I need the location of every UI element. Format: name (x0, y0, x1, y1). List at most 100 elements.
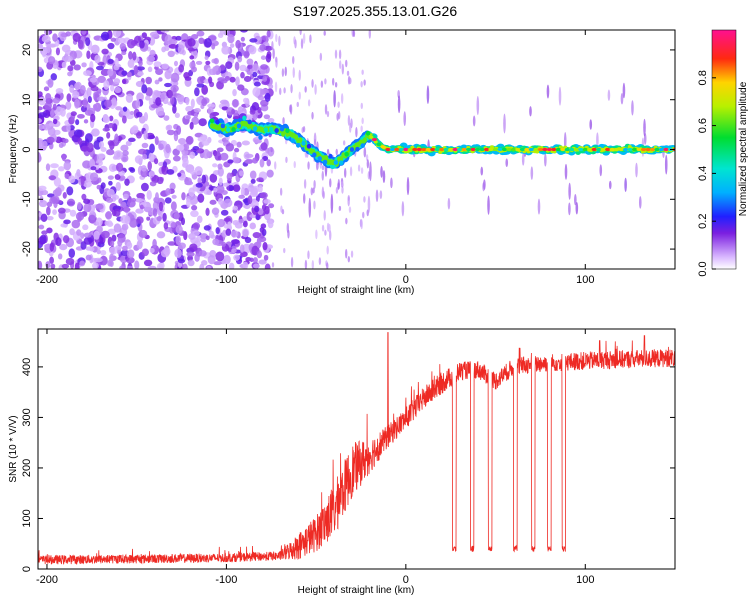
spectrogram-cell (115, 181, 121, 192)
spectrogram-cell (48, 175, 57, 181)
spectrogram-cell (189, 55, 195, 60)
spectrogram-cell (212, 66, 217, 76)
spectrogram-cell (130, 126, 139, 134)
spectrogram-cell (289, 104, 292, 113)
spectrogram-cell (46, 206, 51, 216)
snr-series-line (38, 332, 675, 565)
spectrogram-cell (170, 221, 177, 228)
spectrogram-cell (172, 155, 181, 162)
spectrogram-cell (256, 250, 263, 259)
spectrogram-cell (96, 249, 101, 255)
spectrogram-cell (126, 265, 134, 269)
spectrogram-cell (360, 167, 364, 174)
spectrogram-cell (243, 75, 252, 82)
spectrogram-y-tick-label: -10 (21, 191, 33, 207)
spectrogram-cell (185, 115, 191, 120)
spectrogram-cell (326, 262, 329, 269)
spectrogram-cell (379, 190, 383, 200)
spectrogram-cell (425, 147, 431, 152)
spectrogram-cell (475, 147, 481, 152)
spectrogram-cell (206, 190, 212, 196)
spectrogram-cell (152, 208, 158, 217)
spectrogram-cell (62, 235, 70, 244)
spectrogram-cell (41, 230, 48, 235)
spectrogram-cell (153, 158, 159, 165)
spectrogram-cell (260, 55, 267, 60)
spectrogram-cell (243, 97, 249, 104)
spectrogram-cell (38, 43, 44, 49)
spectrogram-cell (546, 84, 550, 99)
spectrogram-cell (219, 30, 225, 36)
spectrogram-cell (369, 161, 372, 182)
spectrogram-cell (46, 43, 51, 54)
spectrogram-cell (155, 68, 164, 75)
spectrogram-cell (319, 52, 323, 61)
spectrogram-cell (110, 240, 115, 247)
spectrogram-cell (231, 248, 237, 253)
spectrogram-cell (279, 187, 283, 196)
spectrogram-cell (95, 65, 104, 71)
spectrogram-cell (112, 30, 122, 38)
spectrogram-cell (142, 153, 148, 160)
spectrogram-cell (104, 99, 113, 108)
spectrogram-cell (263, 127, 269, 133)
spectrogram-cell (138, 148, 147, 155)
spectrogram-cell (72, 32, 81, 43)
spectrogram-cell (295, 142, 301, 148)
spectrogram-cell (535, 150, 540, 154)
spectrogram-cell (215, 251, 225, 262)
spectrogram-cell (649, 147, 656, 152)
spectrogram-cell (232, 205, 238, 211)
spectrogram-cell (46, 227, 53, 234)
spectrogram-cell (313, 200, 316, 210)
spectrogram-cell (270, 147, 273, 153)
spectrogram-cell (224, 75, 230, 81)
spectrogram-cell (236, 123, 242, 129)
spectrogram-cell (232, 219, 240, 226)
spectrogram-cell (219, 64, 226, 71)
spectrogram-cell (52, 118, 58, 125)
spectrogram-cell (367, 195, 371, 213)
colorbar-ticks: 0.0 0.2 0.4 0.6 0.8 (697, 70, 716, 277)
spectrogram-cell (190, 66, 197, 73)
spectrogram-cell (95, 203, 104, 210)
spectrogram-cell (154, 192, 159, 202)
spectrogram-cell (175, 35, 182, 41)
spectrogram-cell (47, 127, 56, 137)
spectrogram-cell (107, 175, 114, 180)
spectrogram-cell (274, 161, 277, 170)
spectrogram-cell (292, 67, 295, 78)
spectrogram-cell (240, 251, 248, 258)
spectrogram-cell (244, 153, 254, 158)
spectrogram-cell (57, 207, 66, 214)
spectrogram-cell (249, 170, 257, 180)
spectrogram-cell (111, 234, 117, 242)
spectrogram-cell (252, 157, 259, 164)
spectrogram-x-ticks: -200 -100 0 100 (36, 30, 594, 286)
spectrogram-cell (91, 128, 100, 137)
spectrogram-cell (45, 163, 51, 171)
spectrogram-cell (317, 156, 322, 161)
spectrogram-cell (105, 211, 112, 220)
spectrogram-cell (220, 123, 226, 129)
spectrogram-cell (321, 186, 325, 198)
spectrogram-cell (124, 215, 131, 225)
spectrogram-cell (176, 125, 182, 135)
spectrogram-cell (167, 241, 177, 246)
spectrogram-x-tick-label: -100 (215, 274, 237, 286)
figure-title: S197.2025.355.13.01.G26 (293, 3, 457, 19)
spectrogram-cell (333, 160, 339, 165)
spectrogram-cell (269, 126, 274, 132)
spectrogram-cell (228, 262, 235, 269)
spectrogram-cell (134, 260, 140, 269)
spectrogram-cell (146, 189, 152, 200)
spectrogram-cell (524, 147, 530, 152)
spectrogram-cell (64, 173, 70, 179)
spectrogram-cell (146, 216, 151, 221)
spectrogram-cell (253, 81, 261, 87)
spectrogram-cell (90, 44, 100, 54)
spectrogram-cell (38, 106, 43, 111)
spectrogram-cell (158, 201, 164, 212)
spectrogram-cell (86, 87, 92, 97)
spectrogram-cell (99, 255, 108, 266)
